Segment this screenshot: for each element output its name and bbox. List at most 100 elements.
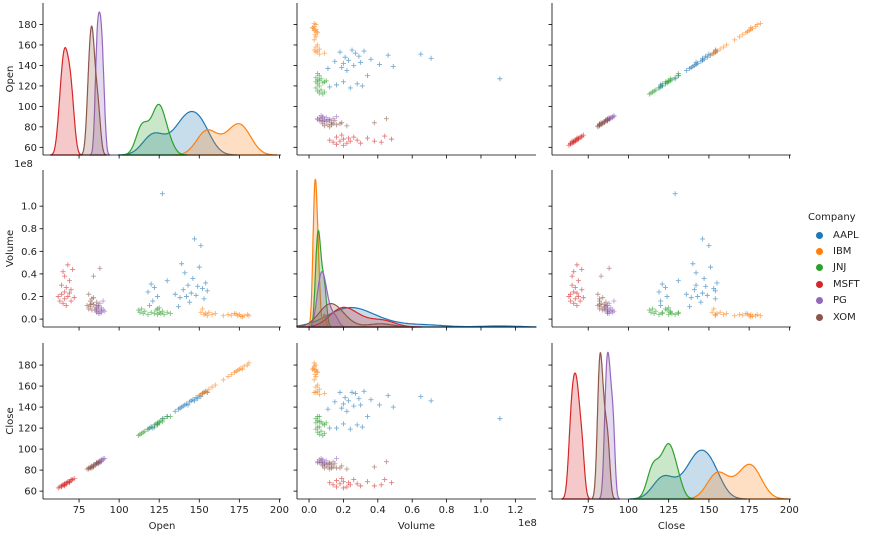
point-jnj: [167, 414, 173, 420]
point-jnj: [659, 81, 665, 87]
point-aapl: [172, 408, 178, 414]
point-ibm: [711, 306, 717, 312]
point-msft: [327, 137, 333, 143]
point-ibm: [220, 313, 226, 319]
point-aapl: [703, 283, 709, 289]
point-aapl: [699, 290, 705, 296]
y-tick-label: 180: [18, 361, 37, 372]
x-tick-label: 75: [73, 505, 86, 516]
point-aapl: [390, 63, 396, 69]
point-aapl: [708, 264, 714, 270]
point-jnj: [659, 310, 665, 316]
y-tick-label: 160: [18, 40, 37, 51]
point-msft: [334, 478, 340, 484]
point-msft: [65, 294, 71, 300]
legend-label: JNJ: [833, 262, 847, 274]
x-tick-label: 200: [270, 505, 289, 516]
point-ibm: [316, 386, 322, 392]
point-ibm: [311, 377, 317, 383]
point-xom: [87, 465, 93, 471]
legend-item-msft: MSFT: [808, 276, 860, 292]
point-aapl: [691, 287, 697, 293]
point-xom: [318, 460, 324, 466]
point-aapl: [340, 401, 346, 407]
point-aapl: [704, 292, 710, 298]
point-ibm: [212, 382, 218, 388]
point-ibm: [199, 306, 205, 312]
point-pg: [320, 115, 326, 121]
point-aapl: [195, 396, 201, 402]
point-ibm: [212, 310, 218, 316]
point-jnj: [318, 87, 324, 93]
point-jnj: [322, 79, 328, 85]
legend-item-jnj: JNJ: [808, 260, 860, 276]
point-aapl: [340, 60, 346, 66]
point-msft: [327, 480, 333, 486]
x-offset-text: 1e8: [518, 518, 537, 529]
point-msft: [66, 278, 72, 284]
point-aapl: [342, 395, 348, 401]
point-msft: [339, 132, 345, 138]
point-aapl: [364, 414, 370, 420]
point-xom: [87, 301, 93, 307]
point-aapl: [693, 282, 699, 288]
point-ibm: [241, 363, 247, 369]
point-aapl: [662, 284, 668, 290]
point-aapl: [195, 283, 201, 289]
point-msft: [378, 139, 384, 145]
point-ibm: [322, 50, 328, 56]
point-ibm: [233, 368, 239, 374]
point-aapl: [196, 264, 202, 270]
y-axis-label-open: Open: [5, 66, 16, 93]
point-msft: [346, 135, 352, 141]
point-aapl: [182, 270, 188, 276]
point-ibm: [732, 313, 738, 319]
point-ibm: [311, 389, 317, 395]
point-jnj: [315, 414, 321, 420]
point-jnj: [318, 419, 324, 425]
point-msft: [60, 269, 66, 275]
point-ibm: [315, 369, 321, 375]
point-aapl: [377, 61, 383, 67]
point-ibm: [315, 382, 321, 388]
legend-label: IBM: [833, 246, 852, 258]
point-aapl: [337, 49, 343, 55]
point-jnj: [315, 424, 321, 430]
x-tick-label: 150: [190, 505, 209, 516]
legend-label: XOM: [833, 311, 856, 323]
point-pg: [315, 116, 321, 122]
y-tick-label: 120: [18, 424, 37, 435]
legend-item-pg: PG: [808, 293, 860, 309]
point-msft: [340, 142, 346, 148]
point-jnj: [155, 422, 161, 428]
point-xom: [97, 265, 103, 271]
point-ibm: [740, 32, 746, 38]
y-tick-label: 0.2: [21, 292, 37, 303]
point-jnj: [667, 76, 673, 82]
point-aapl: [183, 294, 189, 300]
y-tick-label: 80: [24, 466, 37, 477]
point-xom: [92, 305, 98, 311]
point-aapl: [683, 291, 689, 297]
point-aapl: [351, 403, 357, 409]
point-msft: [337, 481, 343, 487]
point-jnj: [666, 305, 672, 311]
point-msft: [58, 282, 64, 288]
point-jnj: [148, 309, 154, 315]
point-ibm: [720, 312, 726, 318]
point-ibm: [322, 390, 328, 396]
point-aapl: [497, 416, 503, 422]
point-msft: [346, 480, 352, 486]
point-aapl: [344, 408, 350, 414]
point-msft: [71, 476, 77, 482]
kde-pg: [307, 271, 347, 328]
point-msft: [580, 132, 586, 138]
point-aapl: [185, 402, 191, 408]
point-aapl: [190, 275, 196, 281]
point-aapl: [497, 76, 503, 82]
y-tick-label: 180: [18, 20, 37, 31]
point-aapl: [159, 191, 165, 197]
point-ibm: [736, 312, 742, 318]
point-ibm: [315, 42, 321, 48]
kde-ibm: [683, 463, 789, 500]
